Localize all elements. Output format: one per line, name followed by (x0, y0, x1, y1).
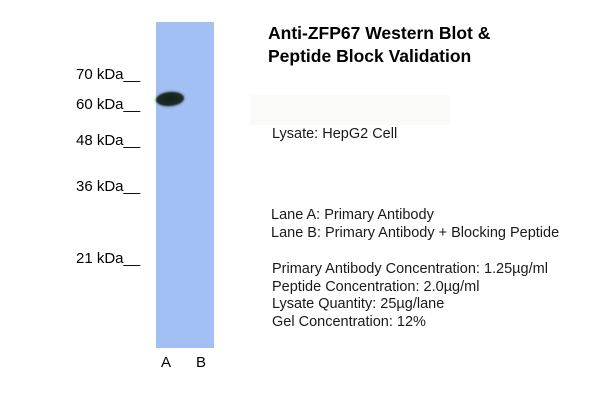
lane-label-b: B (196, 354, 207, 371)
primary-antibody-concentration: Primary Antibody Concentration: 1.25µg/m… (272, 261, 548, 277)
peptide-concentration: Peptide Concentration: 2.0µg/ml (272, 278, 480, 295)
watermark-area (250, 95, 450, 125)
mw-marker-21kda: 21 kDa__ (76, 250, 141, 267)
mw-marker-36kda: 36 kDa__ (76, 178, 141, 195)
gel-concentration: Gel Concentration: 12% (272, 313, 426, 330)
blot-lane-strip (156, 22, 214, 348)
experiment-details: Primary Antibody Concentration: 1.25µg/m… (272, 261, 548, 331)
lane-b-description: Lane B: Primary Antibody + Blocking Pept… (271, 224, 560, 241)
lane-label-a: A (161, 354, 172, 371)
lane-descriptions: Lane A: Primary Antibody Lane B: Primary… (271, 207, 559, 242)
figure-title-line1: Anti-ZFP67 Western Blot & (268, 23, 491, 43)
lysate-info: Lysate: HepG2 Cell (272, 126, 398, 142)
lane-a-description: Lane A: Primary Antibody (271, 207, 434, 223)
figure-title: Anti-ZFP67 Western Blot & Peptide Block … (268, 22, 490, 67)
mw-marker-70kda: 70 kDa__ (76, 66, 141, 83)
mw-marker-48kda: 48 kDa__ (76, 132, 141, 149)
lysate-quantity: Lysate Quantity: 25µg/lane (272, 296, 445, 312)
figure-title-line2: Peptide Block Validation (268, 45, 472, 66)
mw-marker-60kda: 60 kDa__ (76, 96, 141, 113)
